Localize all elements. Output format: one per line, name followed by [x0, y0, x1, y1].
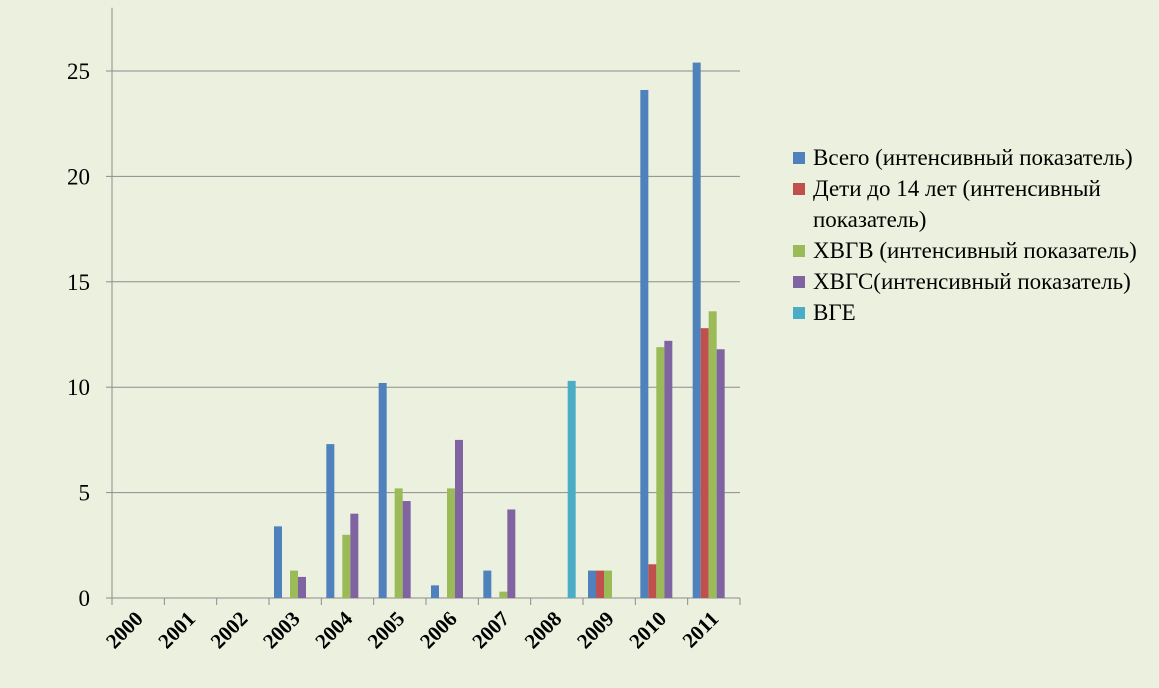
- bar: [342, 534, 351, 598]
- bar: [588, 570, 596, 598]
- bar: [648, 564, 657, 598]
- bar: [708, 311, 717, 598]
- x-tick-label: 2007: [467, 607, 514, 654]
- bar: [640, 89, 649, 599]
- bar: [604, 570, 612, 598]
- legend-swatch: [793, 276, 805, 288]
- legend-label: ХВГВ (интенсивный показатель): [813, 238, 1137, 263]
- y-tick-label: 10: [67, 375, 90, 400]
- x-tick-label: 2011: [678, 607, 724, 653]
- y-tick-label: 20: [67, 164, 90, 189]
- legend-swatch: [793, 183, 805, 195]
- bar: [350, 513, 359, 598]
- x-tick-label: 2003: [258, 607, 305, 654]
- bar: [447, 488, 455, 598]
- x-tick-label: 2010: [624, 607, 671, 654]
- legend-entry: Дети до 14 лет (интенсивный показатель): [793, 173, 1153, 235]
- bar: [499, 591, 508, 598]
- bar: [455, 439, 463, 598]
- legend-entry: ХВГС(интенсивный показатель): [793, 266, 1153, 297]
- legend-label: Всего (интенсивный показатель): [813, 145, 1133, 170]
- bar: [664, 340, 673, 598]
- legend-entry: Всего (интенсивный показатель): [793, 142, 1153, 173]
- x-tick-label: 2001: [153, 607, 200, 654]
- bar: [298, 576, 306, 598]
- x-tick-label: 2002: [206, 607, 253, 654]
- bar: [394, 488, 403, 598]
- bar: [431, 585, 439, 598]
- x-tick-label: 2008: [520, 607, 567, 654]
- x-tick-label: 2009: [572, 607, 619, 654]
- legend-label: Дети до 14 лет (интенсивный показатель): [813, 176, 1101, 232]
- y-tick-label: 25: [67, 59, 90, 84]
- bar: [483, 570, 492, 598]
- bar: [692, 62, 701, 599]
- x-tick-label: 2005: [363, 607, 410, 654]
- bar: [700, 328, 709, 598]
- bar: [274, 526, 282, 598]
- legend-swatch: [793, 245, 805, 257]
- bar: [326, 444, 335, 598]
- bar: [507, 509, 516, 598]
- legend: Всего (интенсивный показатель) Дети до 14…: [793, 142, 1153, 328]
- legend-swatch: [793, 152, 805, 164]
- bar: [567, 380, 576, 598]
- bar: [290, 570, 298, 598]
- x-tick-label: 2006: [415, 607, 462, 654]
- legend-entry: ВГЕ: [793, 297, 1153, 328]
- legend-label: ХВГС(интенсивный показатель): [813, 269, 1131, 294]
- bar: [402, 501, 411, 598]
- x-tick-label: 2000: [101, 607, 148, 654]
- legend-entry: ХВГВ (интенсивный показатель): [793, 235, 1153, 266]
- bar: [716, 349, 725, 598]
- bar: [656, 347, 665, 598]
- bar: [378, 382, 387, 598]
- y-tick-label: 5: [79, 481, 91, 506]
- legend-label: ВГЕ: [813, 300, 856, 325]
- y-tick-label: 0: [79, 586, 91, 611]
- y-tick-label: 15: [67, 270, 90, 295]
- x-tick-label: 2004: [310, 606, 357, 653]
- bar: [596, 570, 604, 598]
- legend-swatch: [793, 307, 805, 319]
